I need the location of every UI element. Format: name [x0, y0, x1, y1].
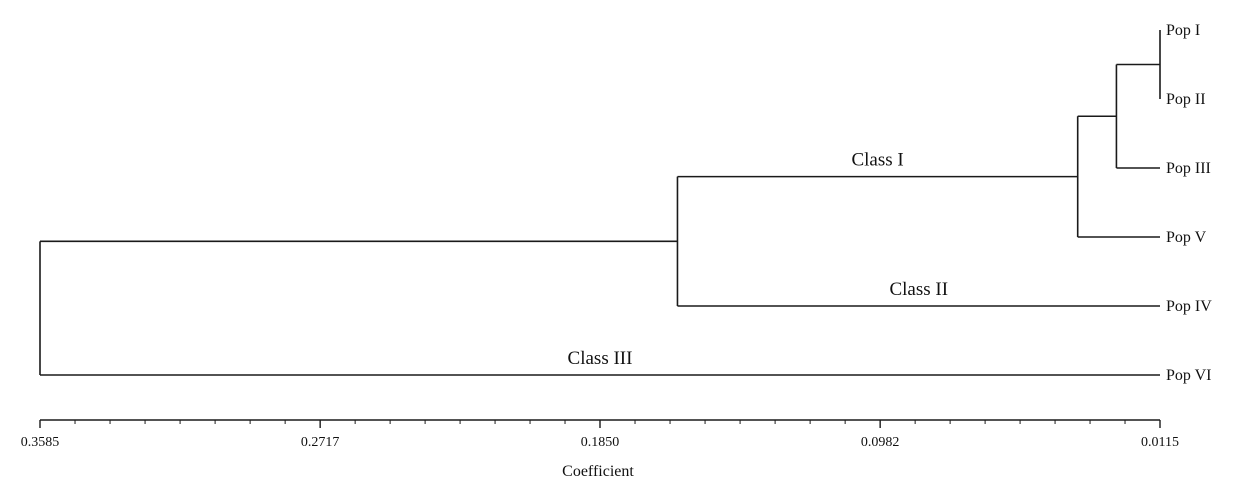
x-axis: 0.3585 0.2717 0.1850 0.0982 0.0115 [21, 419, 1179, 450]
leaf-label: Pop II [1166, 91, 1206, 108]
tick-label: 0.1850 [581, 435, 620, 450]
leaf-label: Pop VI [1166, 367, 1212, 384]
leaf-label: Pop V [1166, 229, 1207, 246]
tick-label: 0.2717 [301, 435, 340, 450]
tick-label: 0.3585 [21, 435, 60, 450]
class-label: Class II [889, 279, 948, 300]
leaf-label: Pop III [1166, 160, 1211, 177]
leaf-labels: Pop I Pop II Pop III Pop V Pop IV Pop VI [1166, 22, 1212, 384]
class-label: Class I [851, 150, 903, 171]
leaf-label: Pop IV [1166, 298, 1212, 315]
tick-label: 0.0982 [861, 435, 900, 450]
tree-branches [39, 30, 1161, 376]
leaf-label: Pop I [1166, 22, 1200, 39]
tick-label: 0.0115 [1141, 435, 1179, 450]
class-labels: Class I Class II Class III [568, 150, 948, 369]
x-axis-title: Coefficient [562, 463, 634, 480]
class-label: Class III [568, 348, 633, 369]
